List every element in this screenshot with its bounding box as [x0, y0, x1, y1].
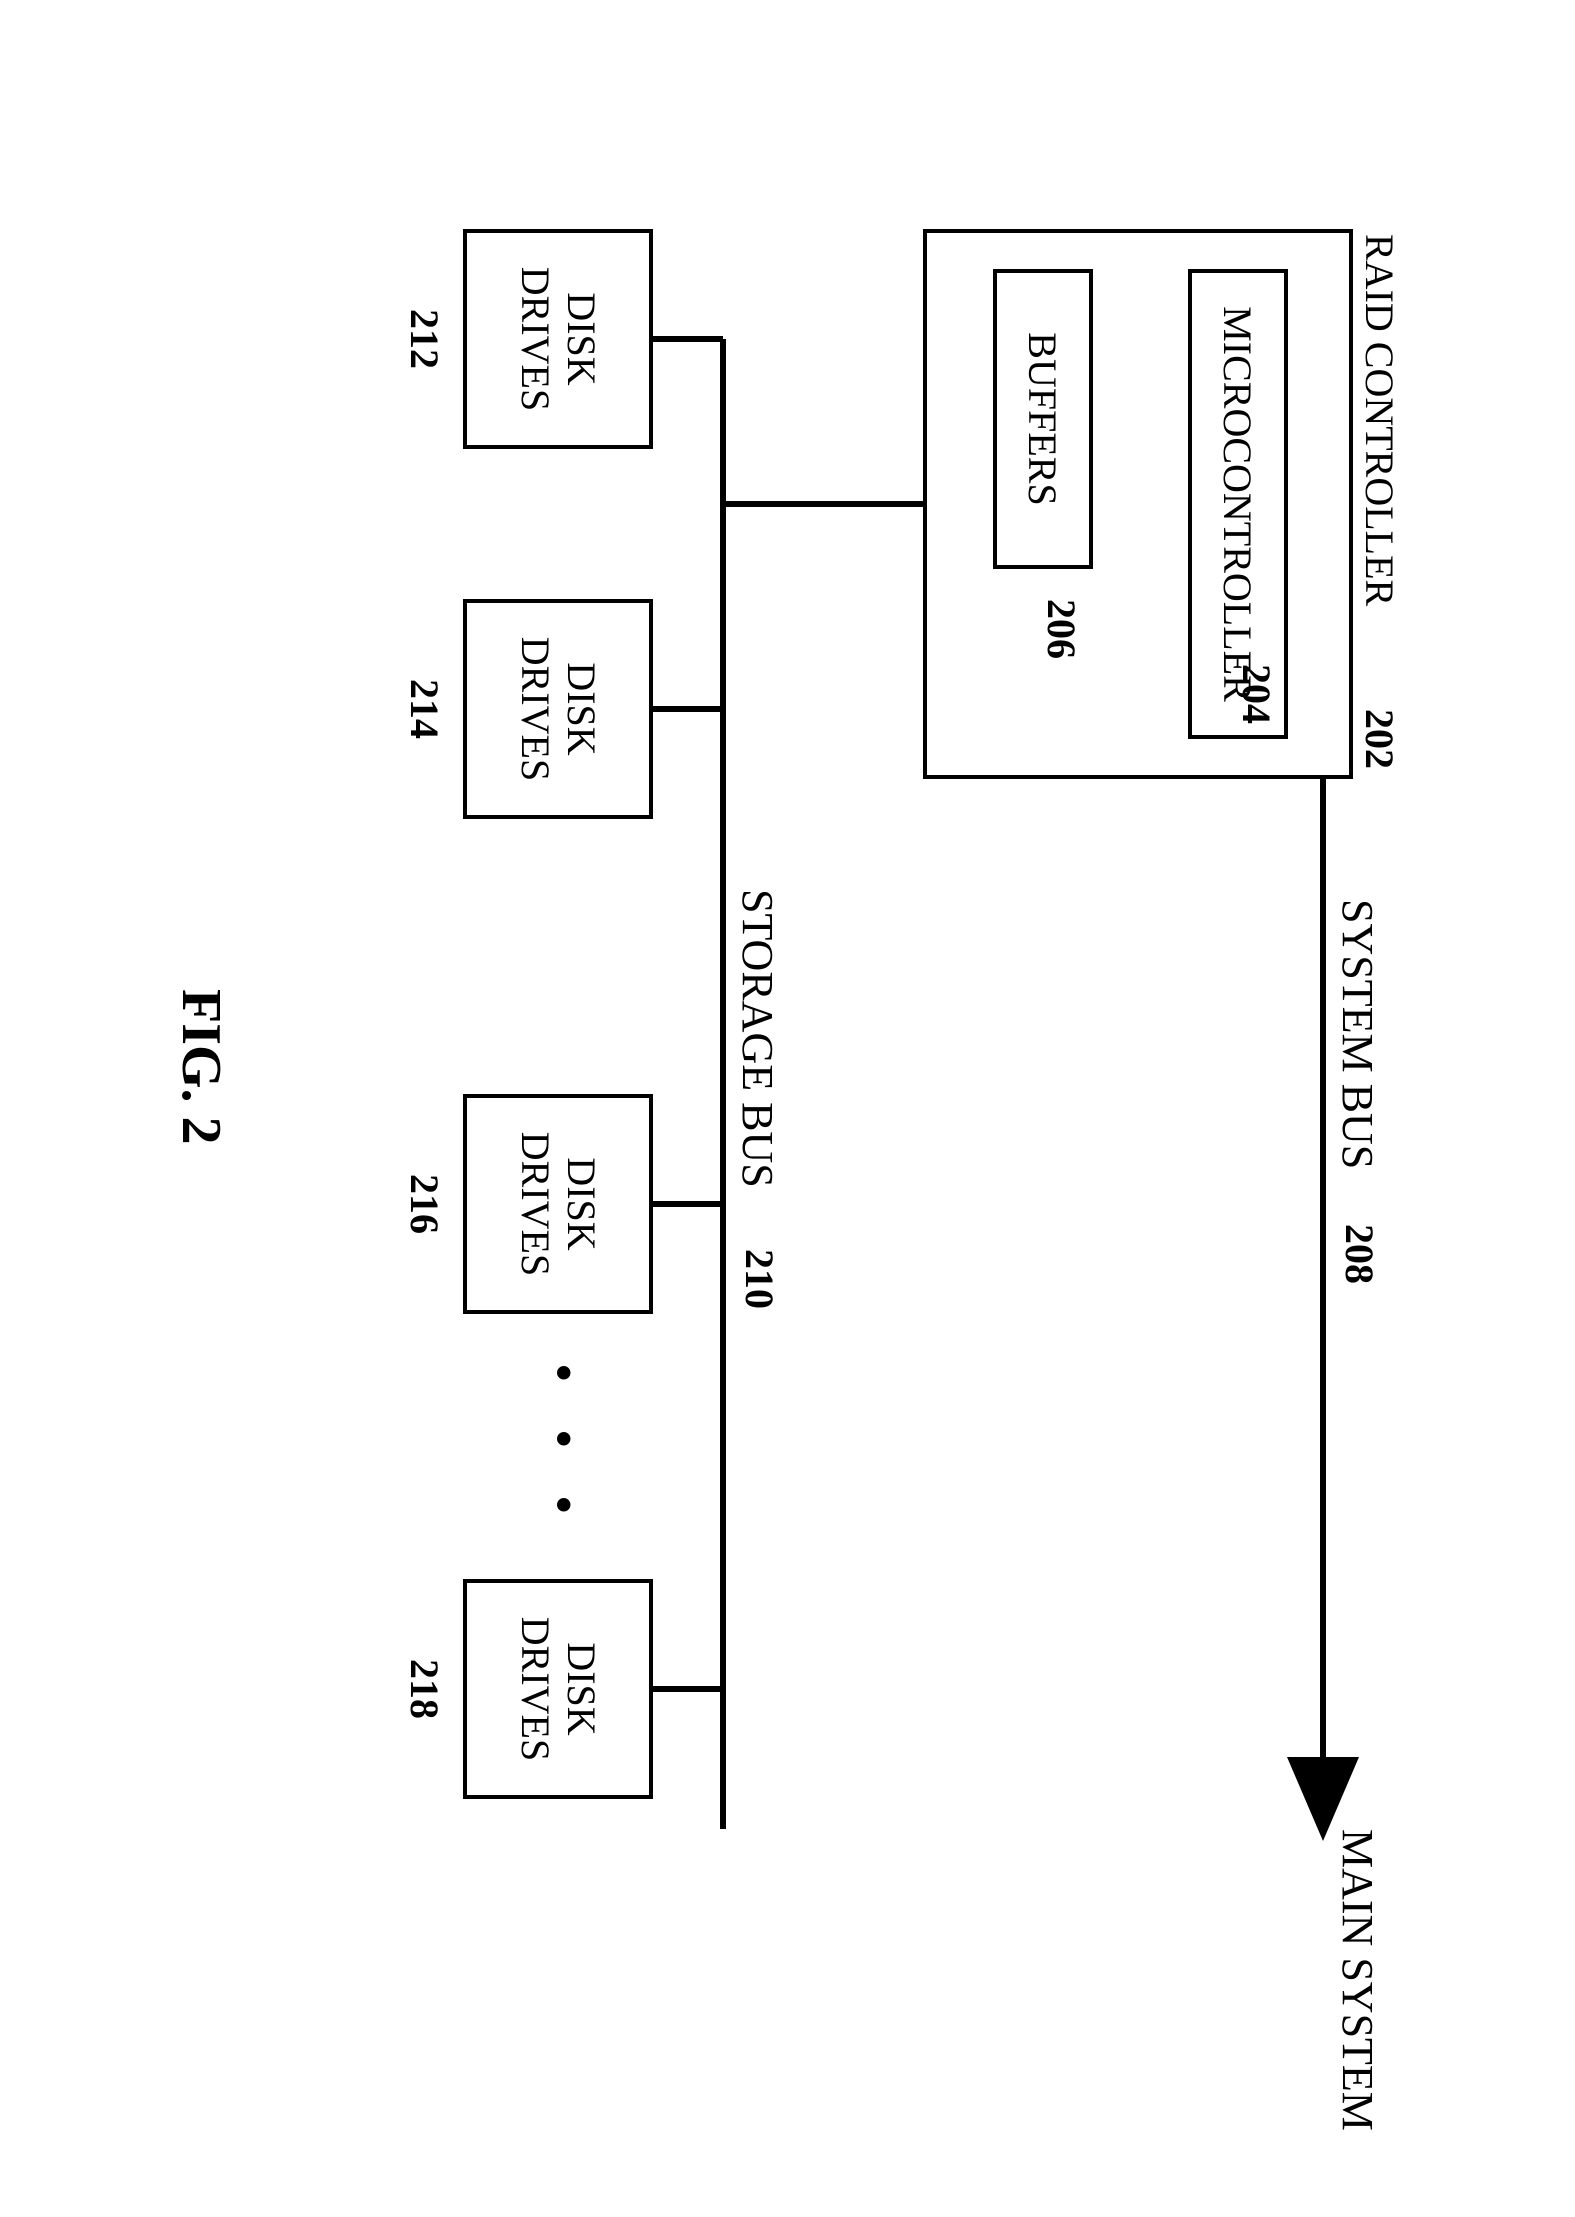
raid-controller-label: RAID CONTROLLER — [1356, 234, 1403, 606]
disk-drives-ref-1: 212 — [401, 309, 448, 369]
disk-drives-label-4: DISK DRIVES — [512, 1609, 604, 1769]
raid-controller-box — [923, 229, 1353, 779]
disk-drives-box-1: DISK DRIVES — [463, 229, 653, 449]
microcontroller-label: MICROCONTROLLER — [1214, 306, 1261, 702]
ellipsis: • • • — [535, 1364, 593, 1532]
disk-drives-label-3: DISK DRIVES — [512, 1124, 604, 1284]
microcontroller-ref: 204 — [1233, 664, 1280, 724]
buffers-ref: 206 — [1038, 599, 1085, 659]
disk-drives-box-3: DISK DRIVES — [463, 1094, 653, 1314]
disk-drives-ref-2: 214 — [401, 679, 448, 739]
disk-drives-label-2: DISK DRIVES — [512, 629, 604, 789]
disk-drives-box-2: DISK DRIVES — [463, 599, 653, 819]
disk-drives-ref-3: 216 — [401, 1174, 448, 1234]
system-bus-label: SYSTEM BUS — [1332, 899, 1383, 1169]
buffers-box: BUFFERS — [993, 269, 1093, 569]
buffers-label: BUFFERS — [1019, 332, 1066, 505]
storage-bus-ref: 210 — [736, 1249, 783, 1309]
disk-drives-ref-4: 218 — [401, 1659, 448, 1719]
diagram-canvas: RAID CONTROLLER 202 MICROCONTROLLER 204 … — [113, 109, 1463, 2109]
disk-drives-label-1: DISK DRIVES — [512, 259, 604, 419]
disk-drives-box-4: DISK DRIVES — [463, 1579, 653, 1799]
system-bus-ref: 208 — [1336, 1224, 1383, 1284]
storage-bus-label: STORAGE BUS — [732, 889, 783, 1188]
main-system-label: MAIN SYSTEM — [1332, 1829, 1383, 2131]
raid-controller-ref: 202 — [1356, 709, 1403, 769]
figure-label: FIG. 2 — [169, 989, 233, 1145]
